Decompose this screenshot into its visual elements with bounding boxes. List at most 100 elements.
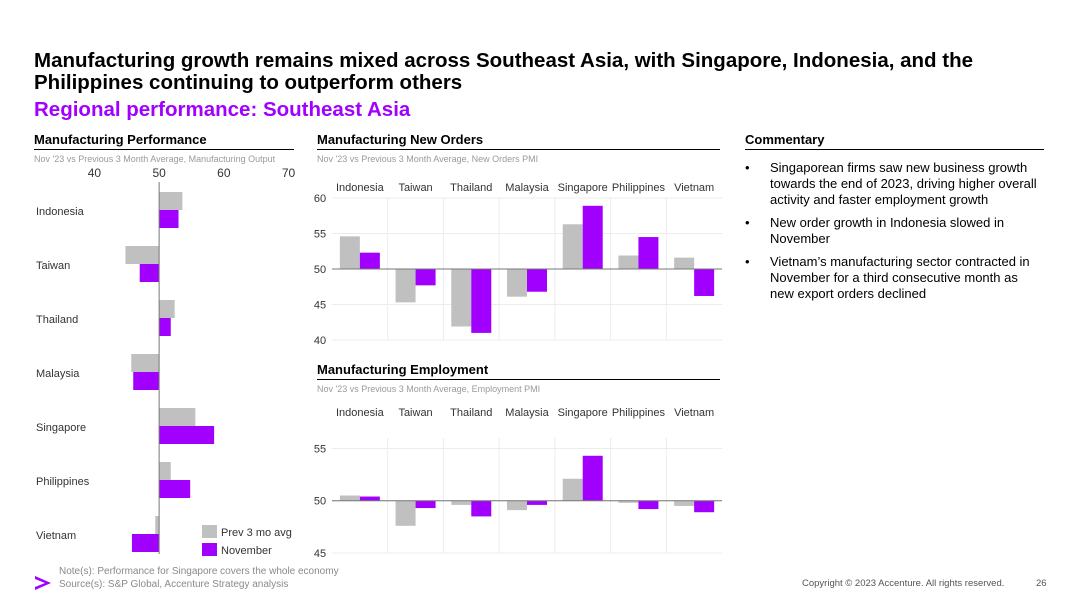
- bullet-icon: •: [745, 215, 750, 230]
- accenture-chevron-icon: [35, 576, 51, 590]
- bar-prev: [395, 500, 416, 526]
- x-tick-label: 60: [217, 166, 231, 180]
- category-label: Vietnam: [36, 530, 76, 542]
- commentary-list: • Singaporean firms saw new business grow…: [745, 160, 1045, 309]
- y-tick-label: 55: [314, 443, 326, 455]
- performance-chart-subtitle: Nov '23 vs Previous 3 Month Average, Man…: [34, 154, 276, 164]
- bar-november: [139, 264, 160, 282]
- bar-november: [159, 210, 179, 228]
- new-orders-chart-title: Manufacturing New Orders: [317, 132, 720, 150]
- category-label: Indonesia: [336, 182, 385, 194]
- bar-prev: [507, 269, 527, 297]
- category-label: Philippines: [612, 182, 666, 194]
- bar-november: [471, 269, 492, 333]
- employment-chart: 45 50 55 Indonesia Taiwan Thailand Malaysia Sin…: [314, 407, 722, 560]
- bar-prev: [159, 300, 175, 318]
- bullet-icon: •: [745, 160, 750, 175]
- legend-swatch-prev: [202, 525, 217, 538]
- bar-prev: [451, 269, 472, 327]
- sources-text: Source(s): S&P Global, Accenture Strateg…: [59, 579, 289, 590]
- bar-prev: [618, 255, 639, 269]
- bar-prev: [339, 495, 360, 501]
- x-tick-label: 40: [88, 166, 102, 180]
- commentary-item: • Singaporean firms saw new business grow…: [745, 160, 1045, 208]
- bar-november: [582, 455, 603, 501]
- bar-prev: [395, 269, 416, 303]
- footnotes: Note(s): Performance for Singapore cover…: [59, 565, 339, 591]
- performance-chart-title: Manufacturing Performance: [34, 132, 294, 150]
- category-label: Philippines: [612, 407, 666, 419]
- commentary-item: • New order growth in Indonesia slowed in…: [745, 215, 1045, 247]
- commentary-text: Singaporean firms saw new business growt…: [770, 160, 1037, 207]
- legend-label-november: November: [221, 545, 272, 557]
- category-label: Singapore: [558, 407, 608, 419]
- bar-prev: [159, 462, 171, 480]
- performance-chart: 40 50 60 70 Indonesia Taiwan Thailand Malaysia S…: [36, 166, 296, 557]
- bar-prev: [131, 354, 160, 372]
- copyright: Copyright © 2023 Accenture. All rights r…: [802, 578, 1005, 589]
- category-label: Vietnam: [674, 182, 714, 194]
- bar-november: [582, 205, 603, 269]
- bar-november: [159, 480, 191, 498]
- bar-november: [471, 500, 492, 517]
- x-tick-label: 70: [282, 166, 296, 180]
- y-tick-label: 40: [314, 335, 326, 347]
- legend-label-prev: Prev 3 mo avg: [221, 527, 292, 539]
- bar-november: [131, 534, 160, 552]
- bar-prev: [155, 516, 160, 534]
- page-subtitle: Regional performance: Southeast Asia: [34, 98, 411, 121]
- bar-prev: [507, 500, 527, 511]
- y-tick-label: 45: [314, 548, 326, 560]
- bar-november: [133, 372, 160, 390]
- category-label: Thailand: [450, 182, 492, 194]
- bar-november: [159, 426, 215, 444]
- category-label: Thailand: [36, 314, 78, 326]
- category-label: Thailand: [450, 407, 492, 419]
- commentary-heading: Commentary: [745, 132, 1044, 150]
- employment-chart-subtitle: Nov '23 vs Previous 3 Month Average, Emp…: [317, 384, 541, 394]
- page-title: Manufacturing growth remains mixed acros…: [34, 49, 973, 94]
- x-tick-label: 50: [152, 166, 166, 180]
- bar-november: [415, 269, 436, 286]
- bar-prev: [339, 236, 360, 269]
- y-tick-label: 50: [314, 264, 326, 276]
- commentary-text: New order growth in Indonesia slowed in …: [770, 215, 1005, 246]
- category-label: Singapore: [36, 422, 86, 434]
- category-label: Vietnam: [674, 407, 714, 419]
- category-label: Malaysia: [505, 182, 549, 194]
- bar-november: [159, 318, 171, 336]
- bar-prev: [562, 478, 583, 501]
- bar-prev: [159, 192, 183, 210]
- y-tick-label: 60: [314, 193, 326, 205]
- category-label: Philippines: [36, 476, 90, 488]
- bar-november: [638, 237, 659, 269]
- category-label: Indonesia: [336, 407, 385, 419]
- y-tick-label: 45: [314, 300, 326, 312]
- category-label: Malaysia: [36, 368, 80, 380]
- category-label: Taiwan: [36, 260, 70, 272]
- commentary-item: • Vietnam’s manufacturing sector contract…: [745, 254, 1045, 302]
- bar-november: [694, 500, 715, 513]
- bar-prev: [674, 257, 695, 269]
- bar-november: [415, 500, 436, 509]
- bar-november: [527, 500, 547, 505]
- bar-prev: [125, 246, 160, 264]
- category-label: Malaysia: [505, 407, 549, 419]
- bullet-icon: •: [745, 254, 750, 269]
- category-label: Taiwan: [398, 407, 432, 419]
- commentary-text: Vietnam’s manufacturing sector contracte…: [770, 254, 1030, 301]
- legend-swatch-november: [202, 543, 217, 556]
- notes-text: Note(s): Performance for Singapore cover…: [59, 566, 339, 577]
- category-label: Singapore: [558, 182, 608, 194]
- y-tick-label: 55: [314, 229, 326, 241]
- bar-november: [527, 269, 547, 292]
- bar-prev: [159, 408, 196, 426]
- bar-prev: [618, 500, 639, 503]
- bar-november: [694, 269, 715, 296]
- bar-november: [638, 500, 659, 510]
- new-orders-chart: 40 45 50 55 60 Indonesia Taiwan Thailand Malaysi…: [314, 182, 722, 347]
- bar-prev: [674, 500, 695, 506]
- category-label: Indonesia: [36, 206, 85, 218]
- new-orders-chart-subtitle: Nov '23 vs Previous 3 Month Average, New…: [317, 154, 539, 164]
- bar-november: [359, 496, 380, 501]
